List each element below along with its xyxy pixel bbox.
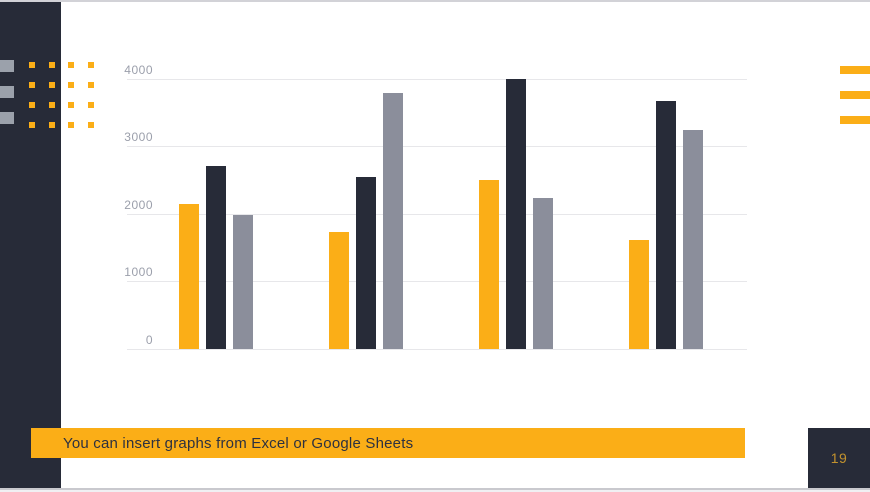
right-accent-bar	[840, 91, 870, 99]
bar-dark-navy-group1[interactable]	[206, 166, 226, 349]
decor-dot	[68, 122, 74, 128]
bottom-background-sliver	[0, 490, 870, 492]
bar-dark-navy-group3[interactable]	[506, 78, 526, 349]
bottom-border-line	[0, 488, 870, 490]
page-number: 19	[830, 450, 848, 466]
y-tick-label: 4000	[124, 62, 153, 77]
gray-mark	[0, 86, 14, 98]
decor-dot	[88, 102, 94, 108]
bar-orange-group4[interactable]	[629, 240, 649, 349]
bar-dark-navy-group2[interactable]	[356, 176, 376, 349]
decor-dot	[49, 82, 55, 88]
y-tick-label: 2000	[124, 197, 153, 212]
decor-dot	[29, 62, 35, 68]
decor-dot	[29, 82, 35, 88]
gridline-0	[127, 349, 747, 350]
caption-text: You can insert graphs from Excel or Goog…	[63, 434, 414, 452]
decor-dot	[68, 102, 74, 108]
bar-dark-navy-group4[interactable]	[656, 100, 676, 349]
decor-dot	[49, 62, 55, 68]
decor-dot	[49, 122, 55, 128]
decor-dot	[88, 82, 94, 88]
bar-gray-group2[interactable]	[383, 92, 403, 349]
bar-orange-group3[interactable]	[479, 179, 499, 349]
top-border-line	[0, 0, 870, 2]
gridline-4000	[127, 78, 747, 80]
decor-dot	[68, 82, 74, 88]
caption-banner[interactable]: You can insert graphs from Excel or Goog…	[31, 428, 745, 458]
gray-mark	[0, 112, 14, 124]
page-number-box: 19	[808, 428, 870, 488]
gridline-1000	[127, 281, 747, 283]
y-tick-label: 1000	[124, 265, 153, 280]
bar-orange-group2[interactable]	[329, 232, 349, 349]
bar-gray-group1[interactable]	[233, 215, 253, 349]
decor-dot	[88, 62, 94, 68]
gridline-2000	[127, 213, 747, 215]
bar-gray-group4[interactable]	[683, 129, 703, 349]
right-accent-bar	[840, 66, 870, 74]
decor-dot	[49, 102, 55, 108]
decor-dot	[68, 62, 74, 68]
bar-chart[interactable]: 0 1000 2000 3000 4000	[0, 0, 870, 420]
right-accent-bar	[840, 116, 870, 124]
gray-mark	[0, 60, 14, 72]
y-tick-label: 0	[145, 333, 153, 347]
decor-dot	[29, 102, 35, 108]
y-tick-label: 3000	[124, 130, 153, 145]
bar-gray-group3[interactable]	[533, 197, 553, 349]
decor-dot	[88, 122, 94, 128]
bar-orange-group1[interactable]	[179, 203, 199, 349]
decor-dot	[29, 122, 35, 128]
gridline-3000	[127, 146, 747, 148]
